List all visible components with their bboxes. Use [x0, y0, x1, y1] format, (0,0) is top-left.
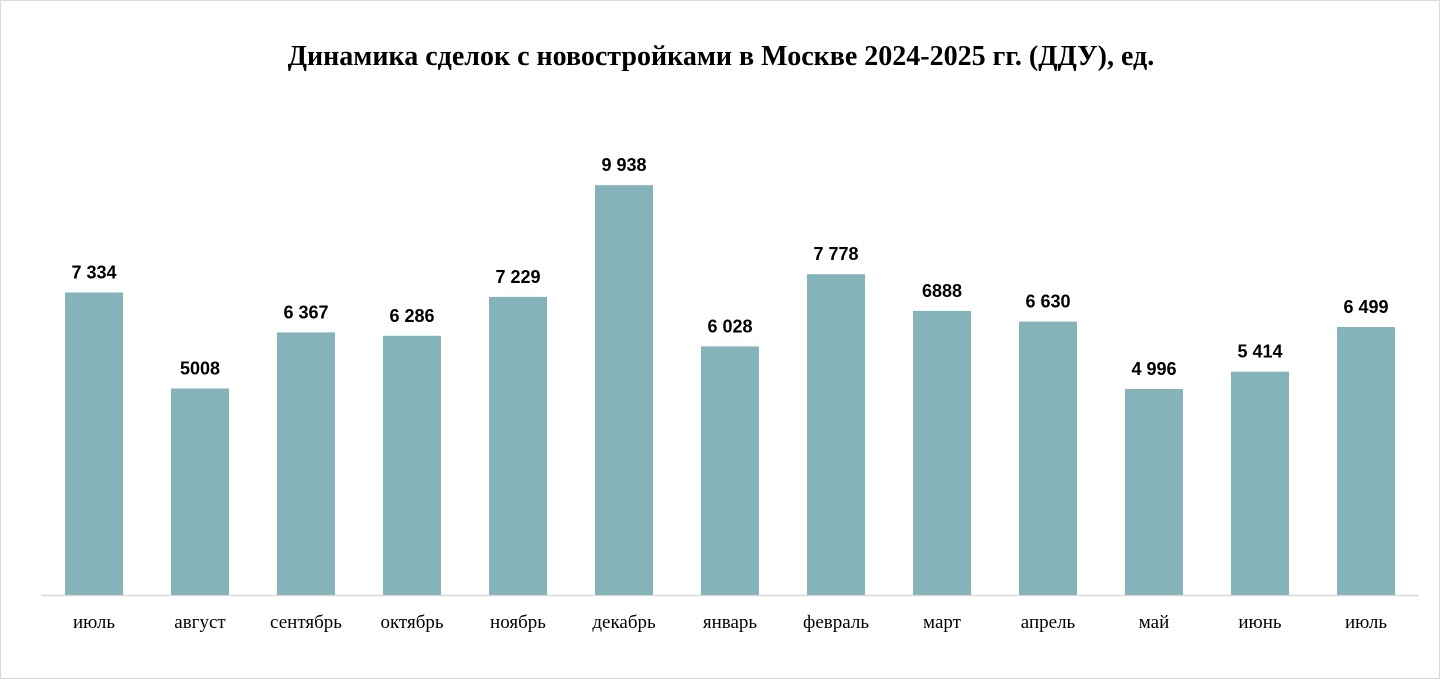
bar-value-label: 7 334: [71, 263, 116, 283]
bar-value-label: 5008: [180, 359, 220, 379]
x-tick-label: ноябрь: [490, 612, 546, 633]
bar-value-label: 6 499: [1343, 297, 1388, 317]
bar: [1125, 389, 1183, 595]
x-tick-label: март: [923, 612, 962, 633]
bar-value-label: 6 286: [389, 306, 434, 326]
bar: [383, 335, 441, 595]
bar: [489, 296, 547, 595]
bar: [277, 332, 335, 595]
x-tick-label: июль: [1345, 612, 1387, 633]
bar: [1019, 321, 1077, 595]
x-tick-label: август: [174, 612, 226, 633]
bar: [1231, 371, 1289, 595]
bar-value-label: 7 229: [495, 267, 540, 287]
bar-value-label: 7 778: [813, 244, 858, 264]
x-tick-label: январь: [703, 612, 758, 633]
bar: [595, 185, 653, 595]
bar-value-label: 6 630: [1025, 292, 1070, 312]
chart-title: Динамика сделок с новостройками в Москве…: [287, 41, 1155, 72]
bar-value-label: 6 367: [283, 302, 328, 322]
bar-value-label: 9 938: [601, 155, 646, 175]
bar: [171, 388, 229, 595]
bar-value-label: 6888: [922, 281, 962, 301]
bar-value-label: 6 028: [707, 316, 752, 336]
bar: [65, 292, 123, 595]
bar-value-label: 4 996: [1131, 359, 1176, 379]
x-tick-label: октябрь: [380, 612, 443, 633]
x-tick-label: июль: [73, 612, 115, 633]
x-tick-label: декабрь: [592, 612, 656, 633]
x-tick-label: июнь: [1238, 612, 1282, 633]
bar: [701, 346, 759, 595]
bar-value-label: 5 414: [1237, 342, 1282, 362]
bar: [1337, 327, 1395, 595]
bar: [913, 310, 971, 595]
x-tick-label: апрель: [1021, 612, 1076, 633]
x-tick-label: сентябрь: [270, 612, 342, 633]
x-tick-label: май: [1139, 612, 1170, 633]
bar: [807, 274, 865, 595]
x-tick-label: февраль: [803, 612, 869, 633]
